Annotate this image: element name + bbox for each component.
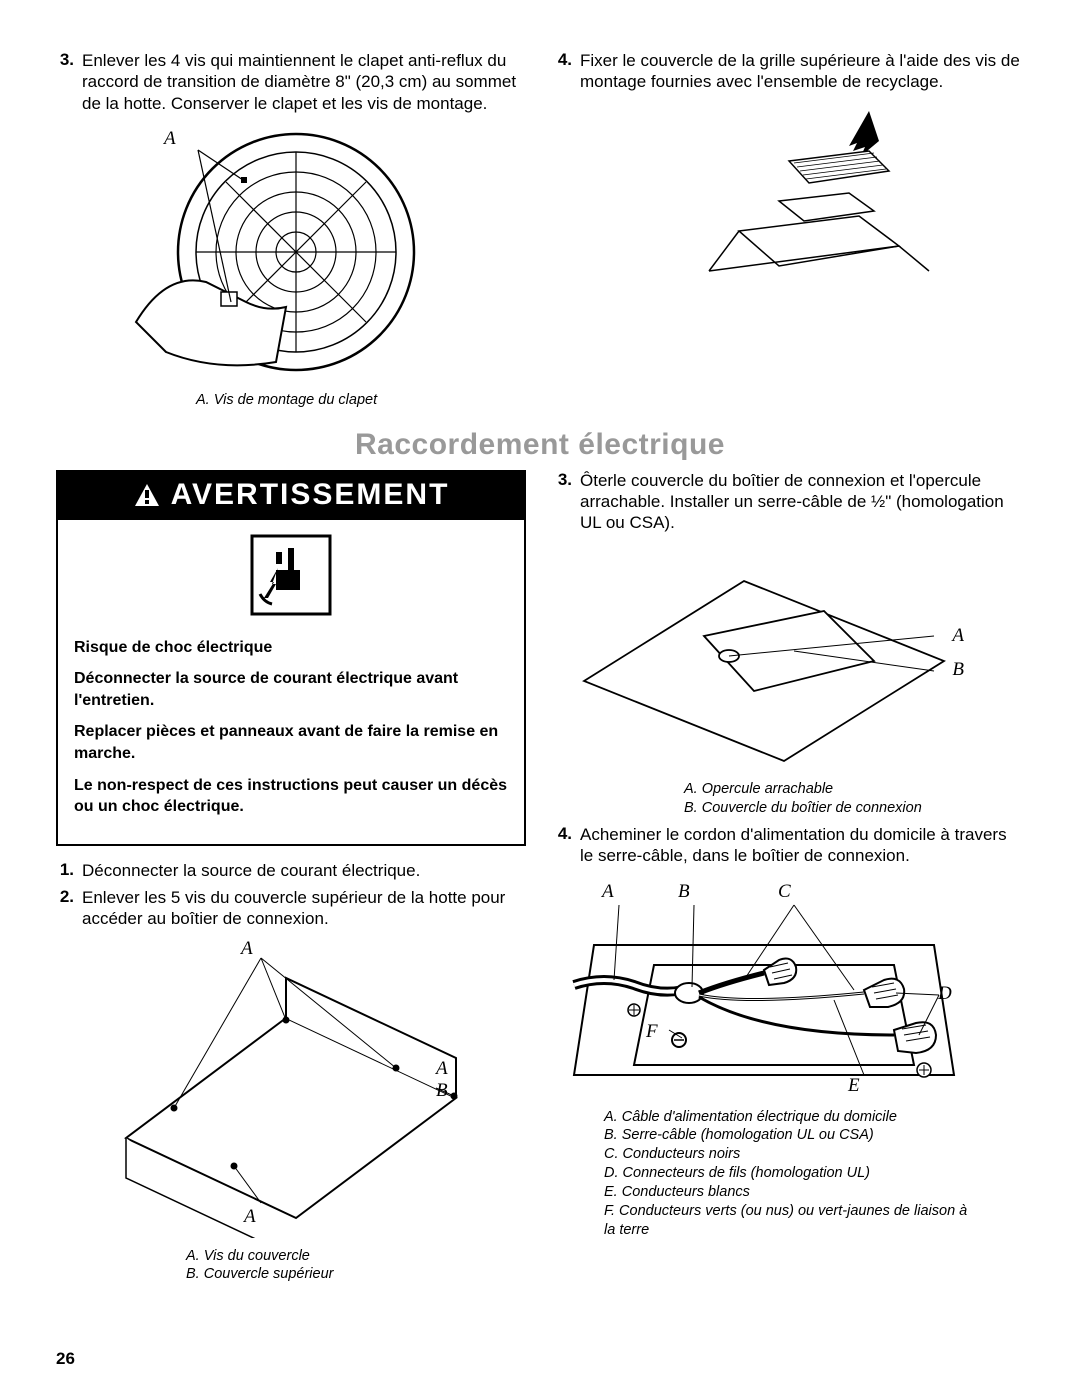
step-num: 3. — [56, 50, 82, 114]
bottom-row: AVERTISSEMENT Risque de choc électrique … — [56, 470, 1024, 1289]
caption-b: B. Couvercle supérieur — [186, 1265, 496, 1284]
step-2: 2. Enlever les 5 vis du couvercle supéri… — [56, 887, 526, 930]
step-4: 4. Fixer le couvercle de la grille supér… — [554, 50, 1024, 93]
warning-line1: Risque de choc électrique — [74, 637, 508, 659]
top-left-col: 3. Enlever les 4 vis qui maintiennent le… — [56, 50, 526, 414]
warning-header: AVERTISSEMENT — [58, 472, 524, 520]
fig-label-A: A — [241, 938, 253, 960]
fig4-cap-d: D. Connecteurs de fils (homologation UL) — [604, 1164, 974, 1183]
fig4-F: F — [646, 1021, 658, 1043]
step-num: 3. — [554, 470, 580, 534]
fig4-cap-c: C. Conducteurs noirs — [604, 1145, 974, 1164]
figure-knockout: A B A. Opercule arrachable B. Couvercle … — [554, 541, 974, 818]
caption-damper: A. Vis de montage du clapet — [196, 391, 436, 410]
fig4-C: C — [778, 881, 791, 903]
caption-b: B. Couvercle du boîtier de connexion — [684, 799, 974, 818]
step-text: Enlever les 4 vis qui maintiennent le cl… — [82, 50, 526, 114]
caption-a: A. Opercule arrachable — [684, 780, 974, 799]
warning-triangle-icon — [133, 482, 161, 508]
fig-label-A3: A — [244, 1206, 256, 1228]
fig4-E: E — [848, 1075, 860, 1097]
fig-label-A: A — [952, 625, 964, 647]
warning-header-text: AVERTISSEMENT — [171, 478, 450, 512]
step-4b: 4. Acheminer le cordon d'alimentation du… — [554, 824, 1024, 867]
bottom-right-col: 3. Ôterle couvercle du boîtier de connex… — [554, 470, 1024, 1289]
step-num: 2. — [56, 887, 82, 930]
fig-label-A2: A — [436, 1058, 448, 1080]
warning-box: AVERTISSEMENT Risque de choc électrique … — [56, 470, 526, 846]
figure-wiring: A B C D E F A. Câble d'alimentation élec… — [554, 875, 974, 1240]
step-text: Ôterle couvercle du boîtier de connexion… — [580, 470, 1024, 534]
fig4-cap-e: E. Conducteurs blancs — [604, 1183, 974, 1202]
shock-icon — [58, 520, 524, 631]
step-num: 4. — [554, 824, 580, 867]
warning-text: Risque de choc électrique Déconnecter la… — [58, 631, 524, 844]
fig4-cap-b: B. Serre-câble (homologation UL ou CSA) — [604, 1126, 974, 1145]
fig-label-B: B — [952, 659, 964, 681]
fig-label-A: A — [164, 128, 176, 150]
figure-damper: A A. Vis de montage du clapet — [116, 122, 436, 410]
warning-line3: Replacer pièces et panneaux avant de fai… — [74, 721, 508, 764]
fig-label-B: B — [436, 1080, 448, 1102]
warning-line2: Déconnecter la source de courant électri… — [74, 668, 508, 711]
step-text: Déconnecter la source de courant électri… — [82, 860, 526, 881]
step-text: Fixer le couvercle de la grille supérieu… — [580, 50, 1024, 93]
section-title: Raccordement électrique — [56, 428, 1024, 462]
step-text: Acheminer le cordon d'alimentation du do… — [580, 824, 1024, 867]
bottom-left-col: AVERTISSEMENT Risque de choc électrique … — [56, 470, 526, 1289]
fig4-A: A — [602, 881, 614, 903]
step-3: 3. Enlever les 4 vis qui maintiennent le… — [56, 50, 526, 114]
step-num: 1. — [56, 860, 82, 881]
top-right-col: 4. Fixer le couvercle de la grille supér… — [554, 50, 1024, 414]
fig4-D: D — [938, 983, 952, 1005]
step-num: 4. — [554, 50, 580, 93]
warning-line4: Le non-respect de ces instructions peut … — [74, 775, 508, 818]
top-row: 3. Enlever les 4 vis qui maintiennent le… — [56, 50, 1024, 414]
step-3b: 3. Ôterle couvercle du boîtier de connex… — [554, 470, 1024, 534]
step-text: Enlever les 5 vis du couvercle supérieur… — [82, 887, 526, 930]
caption-a: A. Vis du couvercle — [186, 1247, 496, 1266]
figure-grille — [554, 101, 1024, 306]
figure-cover: A A B A A. Vis du couvercle B. Couvercle… — [76, 938, 496, 1285]
fig4-B: B — [678, 881, 690, 903]
page-number: 26 — [56, 1349, 75, 1369]
step-1: 1. Déconnecter la source de courant élec… — [56, 860, 526, 881]
fig4-cap-a: A. Câble d'alimentation électrique du do… — [604, 1108, 974, 1127]
fig4-cap-f: F. Conducteurs verts (ou nus) ou vert-ja… — [604, 1202, 974, 1240]
